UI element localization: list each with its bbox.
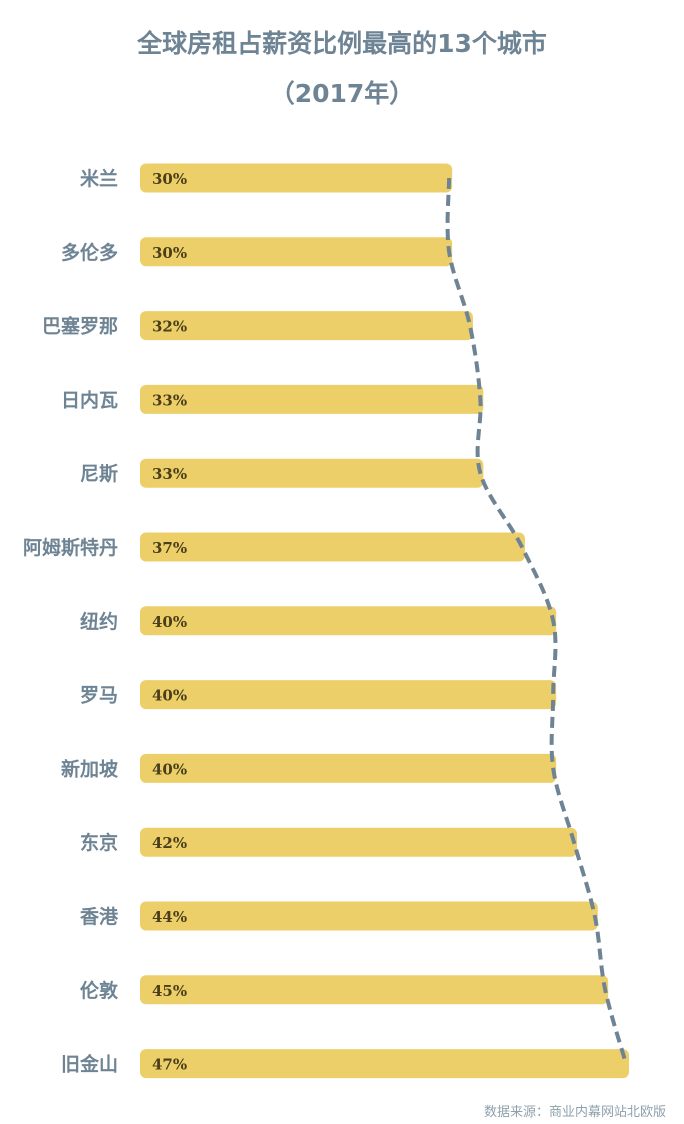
category-label: 巴塞罗那	[42, 315, 118, 338]
bar	[140, 458, 484, 488]
bar	[140, 975, 609, 1005]
value-label: 40%	[152, 760, 187, 778]
value-label: 40%	[152, 687, 187, 705]
bar	[140, 532, 525, 562]
category-label: 伦敦	[80, 979, 119, 1002]
category-label: 东京	[80, 831, 118, 854]
value-label: 32%	[152, 318, 187, 336]
chart-subtitle: （2017年）	[269, 79, 415, 108]
category-label: 日内瓦	[61, 388, 118, 411]
category-label: 米兰	[80, 167, 118, 190]
category-label: 阿姆斯特丹	[23, 536, 118, 559]
trend-line	[445, 177, 628, 1065]
bar	[140, 901, 598, 931]
value-label: 47%	[152, 1056, 187, 1074]
bar	[140, 680, 557, 710]
bar	[140, 827, 577, 857]
value-label: 45%	[152, 982, 187, 1000]
bar	[140, 606, 557, 636]
value-label: 44%	[152, 908, 187, 926]
value-label: 40%	[152, 613, 187, 631]
bar	[140, 237, 453, 267]
category-label: 多伦多	[61, 241, 118, 264]
bar	[140, 1049, 629, 1079]
bar	[140, 753, 557, 783]
value-label: 30%	[152, 170, 187, 188]
category-label: 新加坡	[61, 757, 119, 780]
value-label: 33%	[152, 465, 187, 483]
value-label: 42%	[152, 834, 187, 852]
chart-title: 全球房租占薪资比例最高的13个城市	[137, 29, 547, 58]
category-label: 罗马	[80, 685, 118, 707]
category-label: 纽约	[80, 610, 118, 633]
value-label: 30%	[152, 244, 187, 262]
bar	[140, 311, 473, 341]
category-label: 旧金山	[61, 1053, 118, 1076]
category-label: 尼斯	[80, 462, 118, 485]
category-label: 香港	[79, 906, 119, 928]
value-label: 37%	[152, 539, 187, 557]
source-note: 数据来源：商业内幕网站北欧版	[483, 1105, 666, 1120]
bar	[140, 384, 484, 414]
bar	[140, 163, 453, 193]
value-label: 33%	[152, 391, 187, 409]
